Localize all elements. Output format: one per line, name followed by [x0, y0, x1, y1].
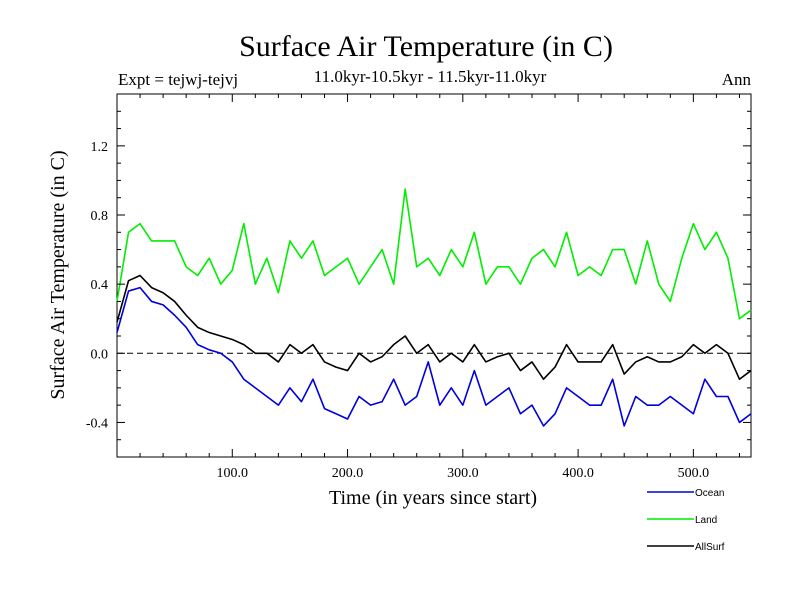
y-tick-label: 0.4 — [91, 278, 109, 293]
plot-frame — [116, 93, 752, 458]
x-tick-label: 300.0 — [447, 466, 479, 481]
legend-label-allsurf: AllSurf — [695, 542, 725, 553]
season-label: Ann — [722, 70, 752, 89]
chart-title: Surface Air Temperature (in C) — [239, 30, 613, 63]
y-tick-label: 0.8 — [91, 209, 109, 224]
y-tick-label: 1.2 — [91, 140, 109, 155]
legend-label-land: Land — [695, 515, 717, 526]
series-line-allsurf — [116, 274, 752, 381]
period-label: 11.0kyr-10.5kyr - 11.5kyr-11.0kyr — [314, 67, 547, 86]
legend-label-ocean: Ocean — [695, 488, 724, 499]
x-tick-label: 400.0 — [562, 466, 594, 481]
y-tick-label: -0.4 — [86, 416, 108, 431]
y-tick-label: 0.0 — [91, 347, 109, 362]
x-axis-label: Time (in years since start) — [329, 487, 537, 509]
plot-area: 100.0 200.0 300.0 400.0 500.0 -0.4 0.0 0.4 0.8 1.… — [86, 93, 752, 481]
x-tick-label: 200.0 — [332, 466, 364, 481]
experiment-label: Expt = tejwj-tejvj — [118, 70, 238, 89]
legend: Ocean Land AllSurf — [647, 488, 725, 553]
series-line-land — [116, 188, 752, 320]
y-axis-label: Surface Air Temperature (in C) — [47, 150, 69, 399]
x-tick-label: 500.0 — [678, 466, 710, 481]
series-line-ocean — [116, 286, 752, 427]
x-tick-label: 100.0 — [217, 466, 249, 481]
